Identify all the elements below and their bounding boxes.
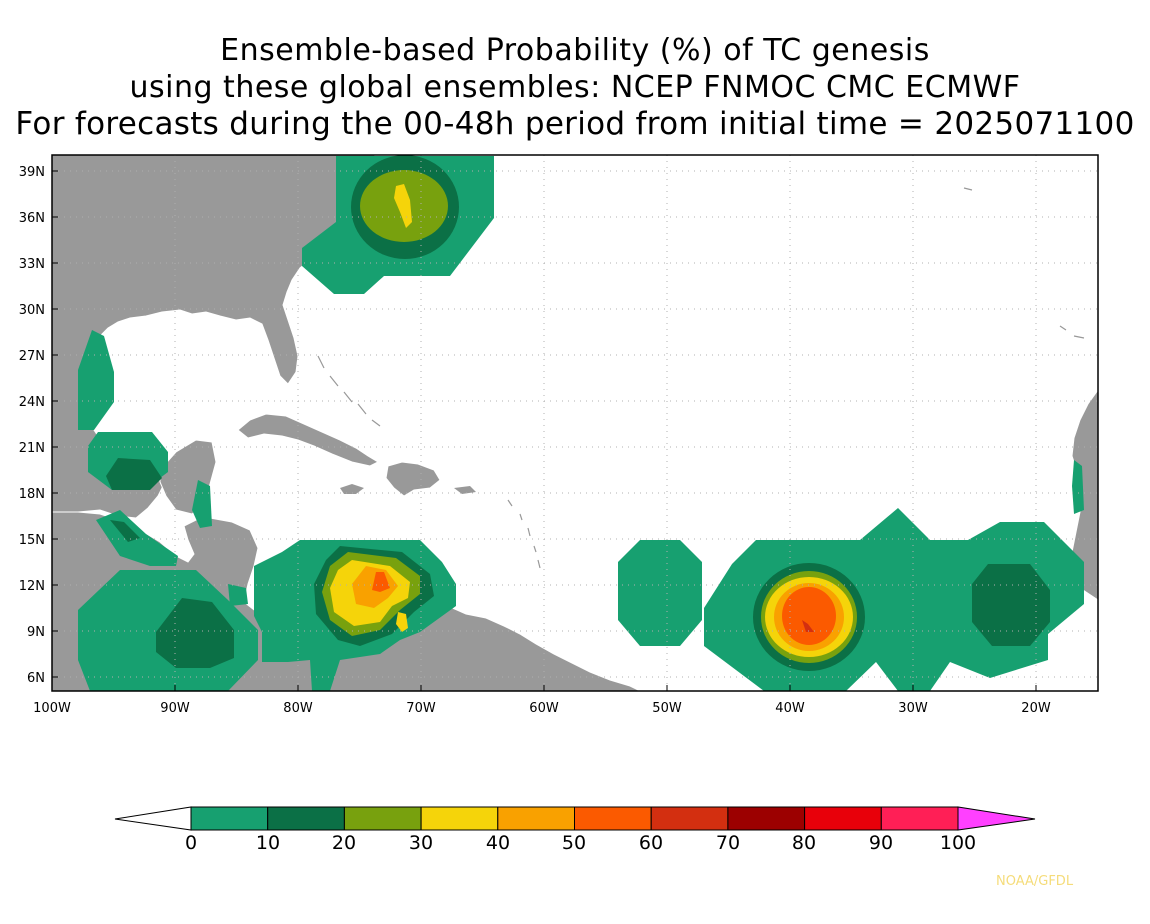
colorbar-box <box>804 806 882 831</box>
title-line-1: Ensemble-based Probability (%) of TC gen… <box>220 33 930 68</box>
contour-catl1-0 <box>618 540 702 646</box>
land-azores <box>963 187 1085 339</box>
title-line-2: using these global ensembles: NCEP FNMOC… <box>129 70 1021 105</box>
contour-catl2-60 <box>802 620 814 632</box>
lat-label: 21N <box>19 441 45 456</box>
colorbar-box <box>497 806 575 831</box>
contour-mexico-s-10 <box>106 458 162 490</box>
contour-carolinas-30 <box>394 184 412 228</box>
colorbar-label: 80 <box>792 832 816 854</box>
colorbar-label: 50 <box>562 832 586 854</box>
title-line-3: For forecasts during the 00-48h period f… <box>15 106 1135 142</box>
lat-label: 15N <box>19 533 45 548</box>
colorbar-label: 70 <box>716 832 740 854</box>
land-jamaica <box>340 484 364 494</box>
contour-caribbean-coast-0 <box>396 612 408 632</box>
colorbar: 0 10 20 30 40 50 60 70 80 90 100 <box>114 806 1036 854</box>
contour-yucatan-0 <box>192 480 212 528</box>
lat-label: 30N <box>19 303 45 318</box>
colorbar-above-arrow <box>957 806 1036 831</box>
colorbar-box <box>650 806 729 831</box>
contour-mexico-gulf-0 <box>78 330 114 430</box>
land-bahamas <box>317 355 381 427</box>
chart-title: Ensemble-based Probability (%) of TC gen… <box>0 32 1150 143</box>
lon-label: 60W <box>529 701 559 716</box>
lon-label: 40W <box>775 701 805 716</box>
lat-label: 6N <box>27 671 45 686</box>
land-lesser-antilles <box>507 499 541 569</box>
colorbar-below-arrow <box>114 806 192 831</box>
contour-africa-0 <box>1072 460 1084 514</box>
lat-label: 18N <box>19 487 45 502</box>
lon-label: 20W <box>1021 701 1051 716</box>
map-area <box>52 155 1098 691</box>
lat-label: 27N <box>19 349 45 364</box>
lon-label: 50W <box>652 701 682 716</box>
lon-axis: 100W 90W 80W 70W 60W 50W 40W 30W 20W <box>33 685 1051 716</box>
contour-catl2-east-10 <box>972 564 1050 646</box>
lat-label: 33N <box>19 257 45 272</box>
colorbar-label: 20 <box>332 832 356 854</box>
colorbar-label: 30 <box>409 832 433 854</box>
lat-label: 39N <box>19 165 45 180</box>
lat-axis: 39N 36N 33N 30N 27N 24N 21N 18N 15N 12N … <box>19 165 58 686</box>
lon-label: 70W <box>406 701 436 716</box>
colorbar-box <box>880 806 959 831</box>
contour-pacific-coast-10 <box>110 520 140 542</box>
colorbar-label: 60 <box>639 832 663 854</box>
colorbar-label: 10 <box>256 832 280 854</box>
contour-catl2-50 <box>782 587 836 645</box>
lon-label: 30W <box>898 701 928 716</box>
colorbar-boxes <box>190 806 959 831</box>
lat-label: 24N <box>19 395 45 410</box>
colorbar-label: 0 <box>185 832 197 854</box>
colorbar-box <box>267 806 345 831</box>
colorbar-label: 40 <box>486 832 510 854</box>
contour-panama-0 <box>228 584 248 606</box>
contour-caribbean-50 <box>372 572 390 592</box>
land-cuba <box>237 413 380 467</box>
lon-label: 80W <box>283 701 313 716</box>
colorbar-box <box>727 806 806 831</box>
colorbar-label: 100 <box>940 832 976 854</box>
colorbar-box <box>574 806 652 831</box>
lon-label: 90W <box>160 701 190 716</box>
grid-lines <box>52 155 1098 691</box>
lat-label: 36N <box>19 211 45 226</box>
land-hispaniola <box>385 461 441 497</box>
colorbar-box <box>190 806 269 831</box>
land-puerto-rico <box>454 486 476 494</box>
colorbar-box <box>420 806 499 831</box>
colorbar-label: 90 <box>869 832 893 854</box>
lat-label: 12N <box>19 579 45 594</box>
credit-text: NOAA/GFDL <box>996 874 1074 889</box>
lon-label: 100W <box>33 701 71 716</box>
colorbar-box <box>343 806 422 831</box>
contour-epac-10 <box>156 598 234 668</box>
lat-label: 9N <box>27 625 45 640</box>
map-frame <box>51 154 1099 692</box>
